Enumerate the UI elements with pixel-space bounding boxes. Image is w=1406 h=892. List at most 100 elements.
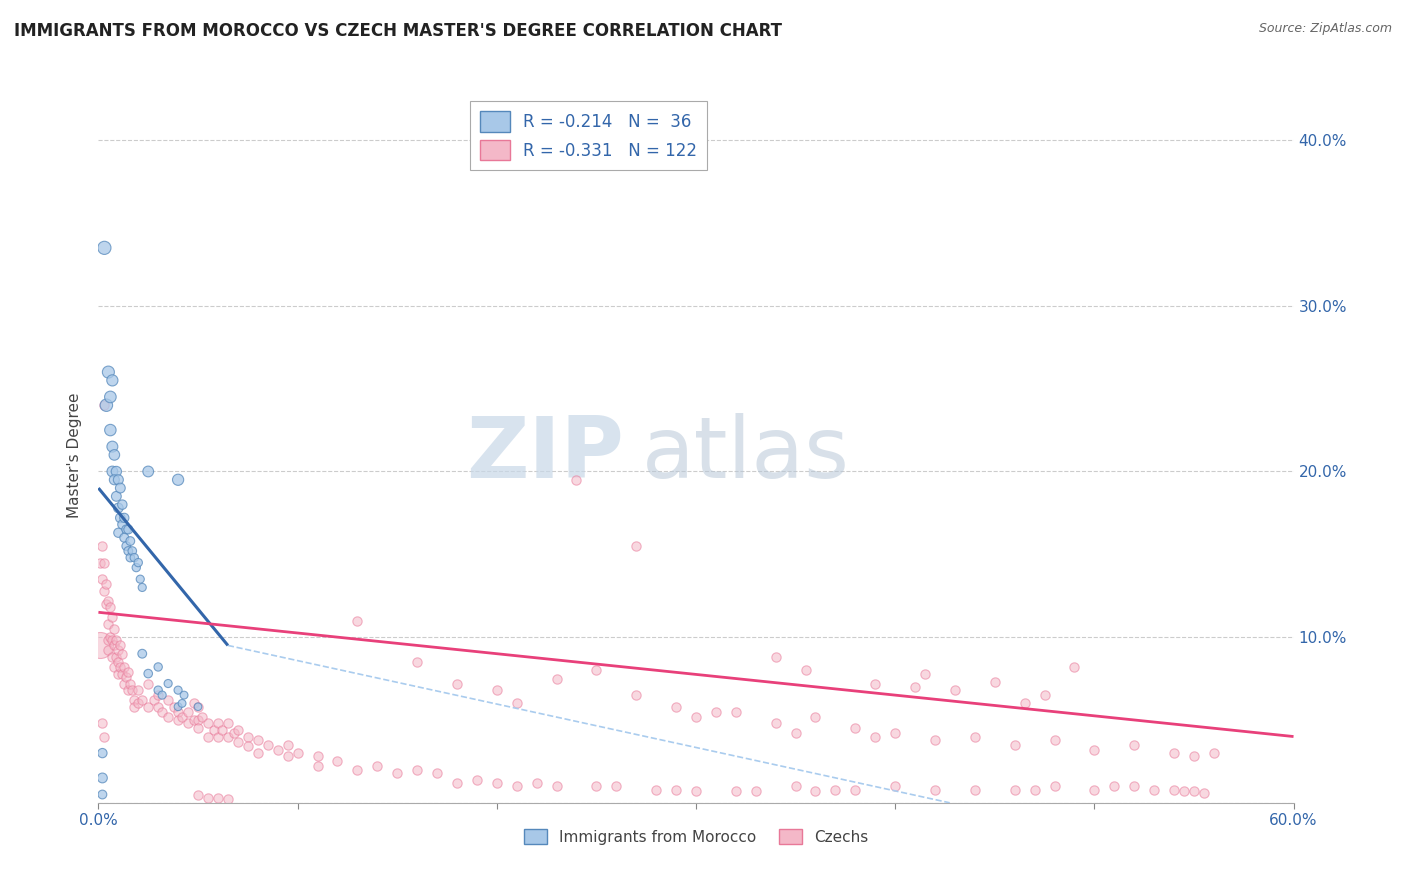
- Point: [1024, 782, 1046, 797]
- Point: [136, 666, 159, 681]
- Point: [115, 539, 138, 553]
- Point: [246, 732, 269, 747]
- Point: [105, 633, 128, 648]
- Point: [217, 730, 239, 744]
- Point: [207, 716, 229, 731]
- Point: [277, 749, 299, 764]
- Point: [148, 688, 170, 702]
- Point: [246, 746, 269, 760]
- Point: [506, 779, 529, 793]
- Point: [785, 779, 807, 793]
- Point: [704, 705, 727, 719]
- Point: [256, 738, 278, 752]
- Point: [287, 746, 309, 760]
- Point: [585, 779, 607, 793]
- Point: [1043, 779, 1066, 793]
- Point: [93, 730, 115, 744]
- Point: [197, 790, 219, 805]
- Point: [105, 489, 128, 503]
- Point: [217, 716, 239, 731]
- Point: [984, 674, 1007, 689]
- Point: [665, 782, 688, 797]
- Point: [1202, 746, 1225, 760]
- Point: [93, 398, 115, 412]
- Point: [585, 663, 607, 677]
- Point: [150, 688, 173, 702]
- Point: [794, 663, 817, 677]
- Point: [127, 683, 149, 698]
- Point: [93, 241, 115, 255]
- Point: [124, 550, 146, 565]
- Point: [187, 713, 209, 727]
- Point: [111, 498, 134, 512]
- Point: [97, 633, 120, 648]
- Point: [117, 665, 139, 679]
- Point: [167, 705, 190, 719]
- Point: [96, 398, 118, 412]
- Point: [98, 630, 122, 644]
- Point: [111, 517, 134, 532]
- Point: [177, 716, 200, 731]
- Point: [136, 676, 159, 690]
- Point: [785, 726, 807, 740]
- Point: [112, 511, 135, 525]
- Point: [924, 732, 946, 747]
- Point: [131, 581, 153, 595]
- Point: [236, 730, 259, 744]
- Point: [117, 523, 139, 537]
- Point: [904, 680, 927, 694]
- Point: [526, 776, 548, 790]
- Point: [685, 709, 707, 723]
- Point: [446, 776, 468, 790]
- Point: [1182, 784, 1205, 798]
- Point: [101, 610, 124, 624]
- Point: [107, 500, 129, 515]
- Point: [101, 633, 124, 648]
- Point: [172, 697, 194, 711]
- Point: [546, 779, 568, 793]
- Point: [105, 650, 128, 665]
- Point: [167, 473, 190, 487]
- Point: [1192, 786, 1215, 800]
- Point: [121, 683, 143, 698]
- Point: [426, 766, 449, 780]
- Point: [107, 666, 129, 681]
- Point: [645, 782, 668, 797]
- Point: [148, 683, 170, 698]
- Point: [177, 705, 200, 719]
- Point: [187, 788, 209, 802]
- Point: [97, 365, 120, 379]
- Point: [211, 723, 233, 737]
- Point: [565, 473, 588, 487]
- Point: [824, 782, 846, 797]
- Text: Source: ZipAtlas.com: Source: ZipAtlas.com: [1258, 22, 1392, 36]
- Point: [120, 550, 142, 565]
- Point: [91, 716, 114, 731]
- Point: [103, 448, 125, 462]
- Point: [136, 465, 159, 479]
- Point: [96, 597, 118, 611]
- Point: [724, 705, 747, 719]
- Point: [884, 779, 907, 793]
- Point: [1063, 660, 1085, 674]
- Point: [1043, 732, 1066, 747]
- Point: [111, 666, 134, 681]
- Point: [127, 697, 149, 711]
- Point: [112, 660, 135, 674]
- Point: [346, 614, 368, 628]
- Point: [1004, 738, 1026, 752]
- Point: [117, 544, 139, 558]
- Point: [346, 763, 368, 777]
- Point: [110, 511, 132, 525]
- Point: [626, 539, 648, 553]
- Point: [626, 688, 648, 702]
- Point: [91, 539, 114, 553]
- Point: [98, 390, 122, 404]
- Point: [107, 473, 129, 487]
- Point: [307, 749, 329, 764]
- Point: [157, 709, 180, 723]
- Point: [103, 622, 125, 636]
- Point: [103, 473, 125, 487]
- Point: [187, 699, 209, 714]
- Point: [1123, 779, 1146, 793]
